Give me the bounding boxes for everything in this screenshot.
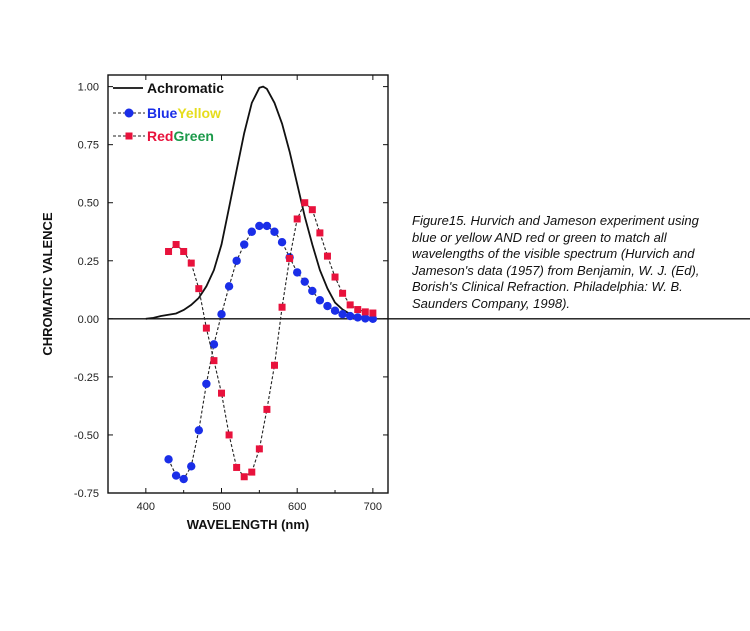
legend-label-part: Yellow <box>177 105 221 121</box>
y-tick-label: 0.75 <box>78 140 99 152</box>
y-axis: 1.00 0.75 0.50 0.25 0.00 -0.25 -0.50 -0.75 <box>74 82 388 500</box>
blueyellow-point <box>232 256 241 265</box>
y-tick-label: 0.25 <box>78 256 99 268</box>
blueyellow-point <box>164 455 173 464</box>
redgreen-point <box>240 473 248 481</box>
redgreen-point <box>278 303 286 311</box>
redgreen-point <box>195 285 203 293</box>
blueyellow-point <box>361 314 370 323</box>
redgreen-point <box>308 206 316 214</box>
x-axis: 400 500 600 700 <box>137 75 382 513</box>
y-tick-label: 0.50 <box>78 198 99 210</box>
blueyellow-point <box>323 301 332 311</box>
redgreen-point <box>180 247 188 255</box>
y-tick-label: -0.75 <box>74 488 99 500</box>
legend-label-part: Green <box>173 128 213 144</box>
redgreen-point <box>369 309 377 317</box>
redgreen-point <box>165 247 173 255</box>
y-tick-label: -0.25 <box>74 372 99 384</box>
blueyellow-point <box>345 311 355 321</box>
redgreen-point <box>316 229 324 237</box>
series-layer <box>145 85 378 484</box>
y-tick-label: -0.50 <box>74 430 99 442</box>
blueyellow-point <box>330 306 340 315</box>
legend-marker-circle <box>124 108 134 118</box>
blueyellow-point <box>300 277 309 286</box>
redgreen-point <box>233 463 241 471</box>
redgreen-point <box>339 289 347 297</box>
plot-frame <box>107 74 750 494</box>
blueyellow-point <box>194 426 204 435</box>
redgreen-point <box>172 241 180 249</box>
series-line-1 <box>168 225 373 480</box>
redgreen-point <box>323 252 331 260</box>
x-tick-label: 500 <box>212 501 230 513</box>
redgreen-point <box>202 324 210 332</box>
blueyellow-point <box>240 240 249 249</box>
redgreen-point <box>293 215 301 223</box>
redgreen-point <box>187 259 195 267</box>
y-tick-label: 1.00 <box>78 82 99 94</box>
blueyellow-point <box>187 462 196 471</box>
plot-border <box>107 74 389 494</box>
x-tick-label: 400 <box>137 501 155 513</box>
legend-label-1: BlueYellow <box>147 105 221 121</box>
x-tick-label: 600 <box>288 501 306 513</box>
redgreen-point <box>346 301 354 309</box>
blueyellow-point <box>179 474 188 484</box>
blueyellow-point <box>171 471 181 480</box>
redgreen-point <box>301 199 309 207</box>
blueyellow-point <box>255 221 264 231</box>
redgreen-point <box>361 308 369 316</box>
redgreen-point <box>218 389 226 397</box>
blueyellow-point <box>308 286 317 296</box>
blueyellow-point <box>202 379 211 389</box>
blueyellow-point <box>247 227 256 236</box>
legend-label-part: Achromatic <box>147 80 224 96</box>
blueyellow-point <box>277 238 287 247</box>
redgreen-point <box>248 468 256 476</box>
legend-label-part: Blue <box>147 105 178 121</box>
blueyellow-point <box>262 221 272 231</box>
x-tick-label: 700 <box>364 501 382 513</box>
y-tick-label: 0.00 <box>78 314 99 326</box>
blueyellow-point <box>338 309 347 319</box>
redgreen-point <box>225 431 233 439</box>
blueyellow-point <box>224 282 234 291</box>
series-line-2 <box>168 201 373 478</box>
redgreen-point <box>286 254 294 262</box>
redgreen-point <box>270 361 278 369</box>
figure-caption: Figure15. Hurvich and Jameson experiment… <box>412 213 700 311</box>
legend-label-2: RedGreen <box>147 128 214 144</box>
blueyellow-point <box>353 313 362 322</box>
redgreen-point <box>255 445 263 453</box>
legend-label-part: Red <box>147 128 173 144</box>
blueyellow-point <box>270 227 279 236</box>
blueyellow-point <box>292 268 302 277</box>
x-axis-label: WAVELENGTH (nm) <box>187 517 310 532</box>
redgreen-point <box>263 405 271 413</box>
redgreen-point <box>210 357 218 365</box>
redgreen-point <box>354 306 362 314</box>
y-axis-label: CHROMATIC VALENCE <box>40 212 55 356</box>
legend-label-0: Achromatic <box>147 80 224 96</box>
blueyellow-point <box>315 296 325 305</box>
blueyellow-point <box>368 314 378 324</box>
series-line-0 <box>145 85 373 320</box>
legend-marker-square <box>125 132 133 140</box>
blueyellow-point <box>209 340 219 349</box>
redgreen-point <box>331 273 339 281</box>
blueyellow-point <box>217 309 226 319</box>
